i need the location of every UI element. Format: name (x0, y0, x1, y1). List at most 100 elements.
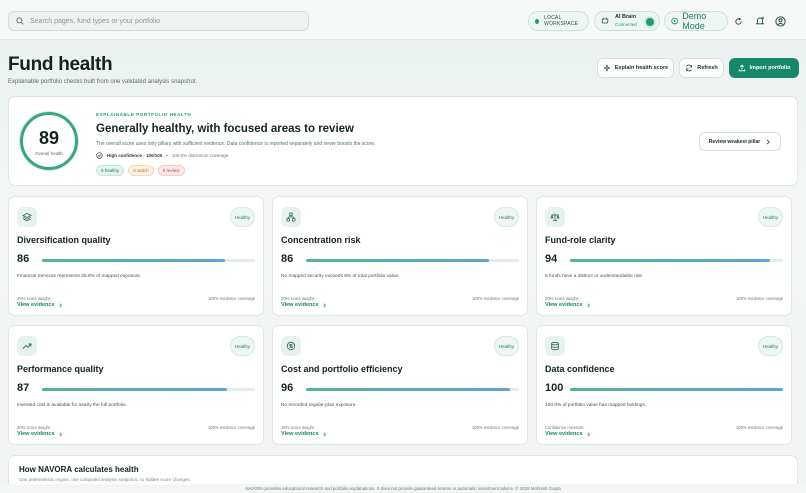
pillar-icon-tile (17, 207, 37, 227)
demo-mode-label: Demo Mode (682, 11, 727, 31)
pillar-name: Performance quality (17, 364, 104, 374)
import-label: Import portfolio (750, 65, 791, 71)
chevron-right-icon (765, 139, 771, 145)
chevron-right-icon (322, 303, 327, 308)
pillar-score: 94 (545, 253, 557, 265)
chevron-right-icon (58, 432, 63, 437)
score-bar (570, 388, 783, 391)
pillar-weight: 20% score weight (545, 296, 578, 301)
chevron-right-icon (586, 432, 591, 437)
score-bar (306, 388, 519, 391)
ai-brain-toggle[interactable]: AI Brain Connected (594, 11, 660, 31)
pillar-coverage: 100% evidence coverage (208, 425, 255, 430)
notifications-button[interactable] (751, 11, 768, 31)
pillar-icon-tile (545, 336, 565, 356)
explain-health-score-button[interactable]: Explain health score (597, 58, 674, 78)
overall-score: 89 (23, 128, 75, 149)
top-bar: Search pages, fund types or your portfol… (0, 0, 806, 40)
pillar-name: Concentration risk (281, 235, 361, 245)
pillar-note: Financial Services represents 25.8% of m… (17, 274, 141, 279)
pillar-note: No mapped security exceeds 8% of total p… (281, 274, 399, 279)
pillar-weight: 20% score weight (281, 296, 314, 301)
review-count-tag: 0 review (158, 165, 185, 176)
view-evidence-label: View evidence (545, 302, 583, 308)
status-tags: 5 healthy 0 watch 0 review (96, 165, 185, 176)
refresh-icon-button[interactable] (730, 11, 747, 31)
pillar-score: 100 (545, 382, 563, 394)
pillar-note: Invested cost is available for nearly th… (17, 403, 127, 408)
score-bar-fill (570, 259, 770, 262)
view-evidence-link[interactable]: View evidence (545, 302, 591, 308)
view-evidence-label: View evidence (281, 431, 319, 437)
health-summary-card: 89 Overall health EXPLAINABLE PORTFOLIO … (8, 96, 798, 186)
score-bar (570, 259, 783, 262)
view-evidence-link[interactable]: View evidence (545, 431, 591, 437)
footer-disclaimer: NAVORA provides educational research and… (0, 484, 806, 493)
explain-label: Explain health score (615, 65, 669, 71)
chevron-right-icon (322, 432, 327, 437)
pillar-coverage: 100% evidence coverage (736, 425, 783, 430)
chevron-right-icon (586, 303, 591, 308)
pillar-icon-tile (17, 336, 37, 356)
summary-description: The overall score uses only pillars with… (96, 141, 376, 147)
database-icon (550, 341, 560, 351)
view-evidence-link[interactable]: View evidence (281, 302, 327, 308)
pillar-icon-tile (281, 336, 301, 356)
refresh-button[interactable]: Refresh (679, 58, 724, 78)
pillar-card: Healthy Data confidence 100 100.0% of portf… (536, 325, 792, 445)
status-badge: Healthy (494, 207, 519, 227)
score-bar (42, 388, 255, 391)
pillar-icon-tile (545, 207, 565, 227)
pillar-note: No recorded regular-plan exposure. (281, 403, 357, 408)
confidence-line: High confidence - 100/100 • 100.0% discl… (96, 152, 228, 159)
how-text: One deterministic engine, one computed a… (19, 477, 191, 482)
coin-icon (286, 341, 296, 351)
view-evidence-link[interactable]: View evidence (17, 302, 63, 308)
coverage-text: 100.0% disclosure coverage (172, 153, 229, 158)
view-evidence-link[interactable]: View evidence (17, 431, 63, 437)
view-evidence-label: View evidence (17, 431, 55, 437)
pillar-coverage: 100% evidence coverage (472, 296, 519, 301)
page-subtitle: Explainable portfolio checks built from … (8, 79, 197, 85)
confidence-text: High confidence - 100/100 (107, 153, 162, 158)
import-portfolio-button[interactable]: Import portfolio (729, 58, 799, 78)
search-icon (16, 17, 24, 25)
pillar-icon-tile (281, 207, 301, 227)
search-placeholder: Search pages, fund types or your portfol… (30, 18, 160, 25)
pillar-name: Cost and portfolio efficiency (281, 364, 403, 374)
status-badge: Healthy (494, 336, 519, 356)
pillar-name: Data confidence (545, 364, 615, 374)
play-icon (671, 17, 678, 25)
status-badge: Healthy (758, 207, 783, 227)
pillar-weight: 25% score weight (17, 296, 50, 301)
status-badge: Healthy (758, 336, 783, 356)
overall-score-label: Overall health (23, 151, 75, 156)
pillar-coverage: 100% evidence coverage (472, 425, 519, 430)
chevron-right-icon (58, 303, 63, 308)
demo-mode-button[interactable]: Demo Mode (664, 11, 728, 31)
score-bar (42, 259, 255, 262)
score-bar (306, 259, 519, 262)
profile-button[interactable] (772, 11, 789, 31)
view-evidence-link[interactable]: View evidence (281, 431, 327, 437)
pillar-card: Healthy Cost and portfolio efficiency 96 No… (272, 325, 528, 445)
pillar-weight: 20% score weight (17, 425, 50, 430)
score-bar-fill (306, 259, 489, 262)
score-bar-fill (570, 388, 783, 391)
layers-icon (22, 212, 32, 222)
pillar-score: 86 (281, 253, 293, 265)
search-input[interactable]: Search pages, fund types or your portfol… (8, 11, 309, 31)
pillar-name: Fund-role clarity (545, 235, 616, 245)
network-icon (286, 212, 296, 222)
view-evidence-label: View evidence (281, 302, 319, 308)
pillar-note: 5 funds have a distinct or understandabl… (545, 274, 643, 279)
healthy-count-tag: 5 healthy (96, 165, 124, 176)
score-bar-fill (42, 259, 225, 262)
status-dot (535, 19, 539, 24)
review-weakest-pillar-button[interactable]: Review weakest pillar (699, 132, 781, 151)
ai-brain-title: AI Brain (615, 14, 637, 21)
watch-count-tag: 0 watch (128, 165, 154, 176)
score-bar-fill (306, 388, 510, 391)
upload-icon (738, 64, 746, 72)
ai-brain-status: Connected (615, 21, 637, 28)
